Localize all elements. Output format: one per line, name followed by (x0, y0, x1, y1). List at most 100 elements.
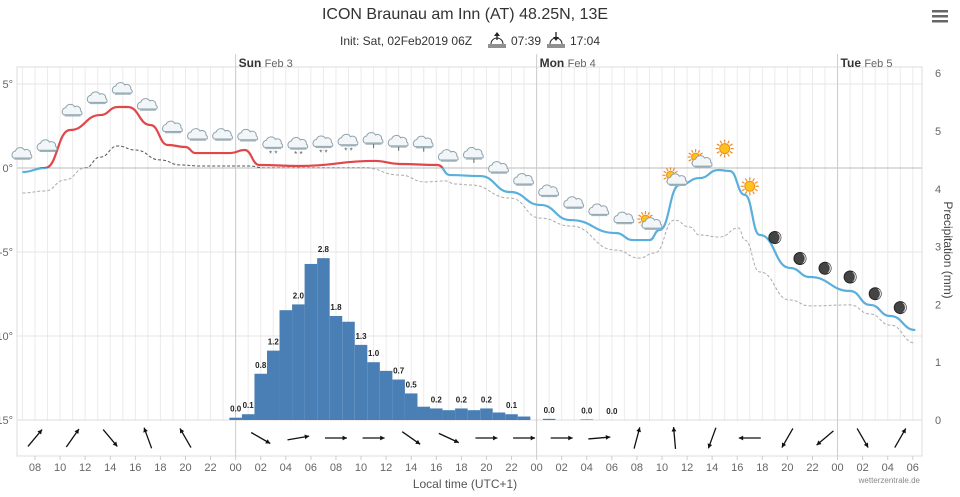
wind-arrow (102, 429, 118, 447)
day-label: Sun Feb 3 (239, 56, 293, 70)
wind-arrow (513, 435, 536, 441)
precip-data-label: 0.7 (393, 367, 405, 376)
x-axis-tick: 00 (530, 462, 542, 474)
x-axis-tick: 14 (405, 462, 417, 474)
x-axis-tick: 06 (606, 462, 618, 474)
cloud-shape (666, 173, 688, 185)
cloud-shape (212, 128, 233, 140)
cloud-icon (513, 173, 534, 186)
cloud-shape (588, 203, 610, 215)
sun-ray (727, 140, 730, 144)
precip-data-label: 0.2 (431, 395, 443, 404)
wind-arrow (633, 427, 641, 449)
moon-icon (768, 230, 782, 244)
precip-bar (254, 373, 267, 420)
cloud-icon (488, 161, 509, 174)
precip-bar (329, 315, 343, 420)
cloud-shape (237, 128, 259, 141)
sun-ray (638, 221, 642, 224)
wind-arrow (287, 434, 310, 441)
x-axis-tick: 00 (230, 462, 242, 474)
wind-arrow (362, 435, 385, 441)
sun-ray (719, 140, 723, 144)
cloud-icon (11, 147, 33, 160)
precip-bar (292, 304, 305, 420)
snowflake-marks: * * (344, 147, 352, 156)
sun-ray (716, 143, 720, 147)
wind-arrow (401, 431, 421, 445)
precip-data-label: 0.2 (456, 395, 468, 404)
sun-ray (674, 170, 678, 174)
sun-ray (672, 167, 676, 172)
precip-data-label: 0.0 (230, 405, 242, 414)
x-axis-tick: 02 (255, 462, 267, 474)
precip-bar (379, 370, 393, 420)
sunrise-icon (488, 32, 506, 48)
x-axis-tick: 14 (104, 462, 116, 474)
x-axis-tick: 00 (831, 462, 843, 474)
day-label: Mon Feb 4 (540, 56, 596, 70)
cloud-shape (86, 91, 108, 103)
precip-data-label: 0.2 (481, 395, 493, 404)
precip-bar (241, 414, 255, 420)
precip-bar (430, 408, 443, 420)
x-axis-tick: 20 (480, 462, 492, 474)
wind-arrow (707, 427, 717, 449)
sun-ray (699, 152, 703, 156)
precip-bar (580, 419, 594, 420)
precip-data-label: 0.8 (255, 361, 267, 370)
wind-arrow-head (636, 427, 641, 433)
right-axis-tick: 6 (935, 68, 941, 80)
cloud-shape (362, 132, 384, 144)
precip-data-label: 2.0 (293, 291, 305, 300)
cloud-shape (641, 217, 663, 229)
x-axis-tick: 10 (355, 462, 367, 474)
moon-crescent (776, 232, 781, 243)
cloud-shape (463, 146, 484, 159)
hamburger-menu-icon[interactable] (932, 10, 948, 23)
sun-ray (752, 191, 755, 195)
sun-ray (744, 191, 748, 195)
cloud-icon (136, 98, 158, 111)
wind-arrow-head (781, 442, 787, 448)
cloud-shape (262, 136, 284, 148)
snowflake-marks: * * (319, 148, 327, 157)
precip-data-label: 0.0 (544, 406, 556, 415)
precip-bar (342, 321, 355, 420)
dew-point-line-below-zero (22, 168, 916, 344)
precip-bar (367, 362, 380, 420)
x-axis-tick: 02 (556, 462, 568, 474)
drizzle-icon (387, 134, 409, 151)
wind-arrow-head (568, 435, 573, 441)
moon-crescent (902, 302, 907, 313)
sun-cloud-icon (637, 211, 663, 230)
wind-arrow-head (816, 440, 822, 446)
day-label: Tue Feb 5 (841, 56, 893, 70)
precip-bar (317, 258, 330, 420)
plot-frame (16, 66, 923, 421)
precip-bar (492, 412, 506, 420)
wind-arrow (816, 430, 834, 446)
x-axis-tick: 02 (857, 462, 869, 474)
precip-data-label: 1.0 (368, 349, 380, 358)
wind-arrow-head (453, 438, 459, 443)
precipitation-bars: 0.0 0.10.81.22.02.81.81.31.00.70.50.2 0.2 0… (229, 245, 618, 420)
x-axis-tick: 18 (154, 462, 166, 474)
sun-ray (719, 153, 723, 157)
wind-arrow-head (37, 429, 43, 435)
cloud-shape (437, 149, 459, 161)
wind-arrow (475, 435, 498, 441)
wind-arrow (550, 435, 573, 441)
precip-bar (517, 416, 531, 420)
right-axis-tick: 0 (935, 415, 941, 427)
credit-link[interactable]: wetterzentrale.de (858, 476, 921, 485)
cloud-icon (538, 184, 559, 198)
wind-arrow-head (342, 435, 347, 441)
moon-disc (818, 261, 832, 275)
cloud-icon (187, 128, 208, 141)
x-axis-tick: 10 (656, 462, 668, 474)
wind-arrows (27, 426, 907, 450)
sunset-time: 17:04 (570, 34, 600, 48)
wind-arrow-head (74, 428, 79, 434)
